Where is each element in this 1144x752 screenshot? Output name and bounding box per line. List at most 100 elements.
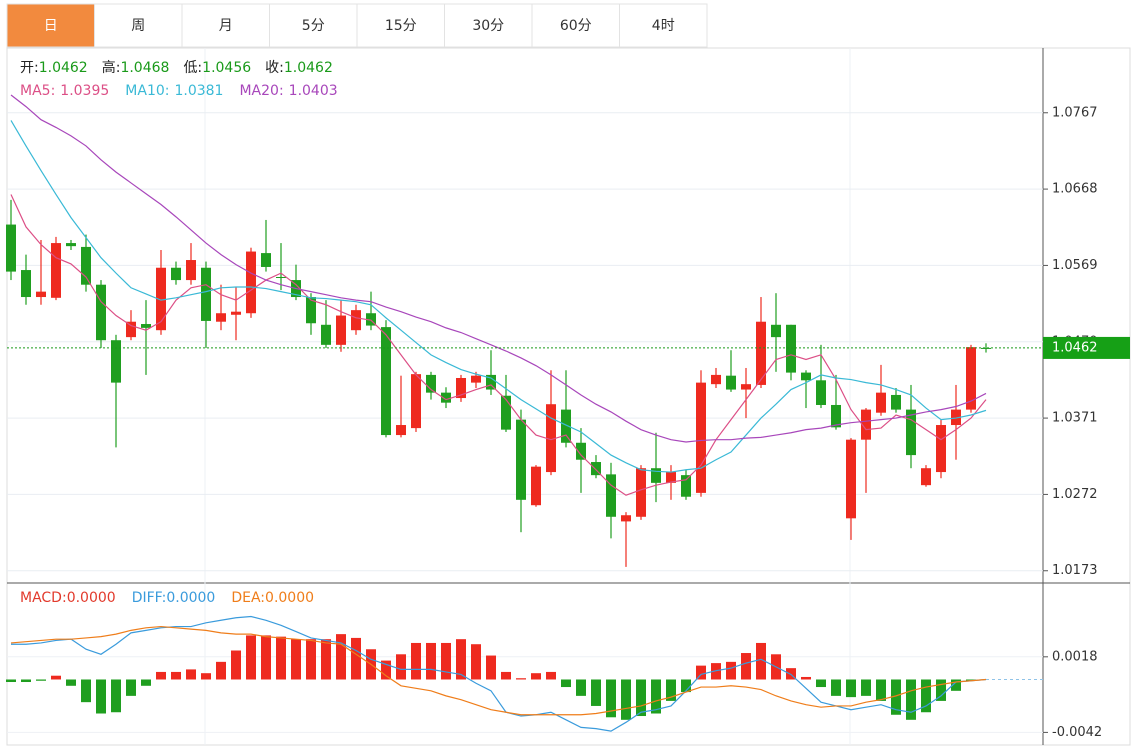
readout: 0.0000 [166, 590, 215, 606]
macd-bar [231, 650, 241, 680]
last-price-label: 1.0462 [1052, 340, 1098, 355]
macd-bar [696, 665, 706, 680]
candle-body [876, 392, 886, 413]
macd-bar [576, 679, 586, 696]
candle-body [336, 315, 346, 345]
macd-bar [261, 635, 271, 680]
macd-bar [21, 679, 31, 683]
macd-bar [171, 671, 181, 680]
tab-label[interactable]: 4时 [652, 18, 675, 34]
macd-bar [276, 636, 286, 680]
ma-line [10, 194, 987, 496]
y-tick-label: 1.0371 [1052, 411, 1098, 426]
candle-body [411, 374, 421, 429]
candle-body [846, 439, 856, 519]
candle-body [816, 380, 826, 405]
macd-bar [936, 679, 946, 701]
candle-body [516, 419, 526, 500]
readout: MA20: [239, 83, 283, 99]
tab[interactable] [619, 3, 708, 48]
candle-body [681, 475, 691, 497]
macd-bar [726, 661, 736, 680]
candle-body [981, 347, 991, 349]
tab[interactable] [444, 3, 533, 48]
readout: 1.0468 [120, 60, 169, 76]
candle-body [906, 409, 916, 456]
tab[interactable] [269, 3, 358, 48]
candle-body [261, 253, 271, 267]
tab[interactable] [6, 3, 95, 48]
tab[interactable] [356, 3, 445, 48]
readout: 开: [20, 60, 39, 76]
candle-body [96, 284, 106, 341]
macd-bar [546, 671, 556, 680]
candle-body [321, 324, 331, 345]
tab-label[interactable]: 5分 [302, 18, 325, 34]
candle-body [351, 310, 361, 331]
candle-body [561, 409, 571, 443]
candle-body [471, 375, 481, 383]
candle-body [231, 311, 241, 315]
candle-body [621, 515, 631, 522]
readout: MA5: [20, 83, 55, 99]
macd-bar [891, 679, 901, 715]
macd-bar [126, 679, 136, 696]
tab-label[interactable]: 周 [131, 18, 145, 34]
readout: 1.0456 [202, 60, 251, 76]
candle-body [921, 468, 931, 486]
candle-body [6, 224, 16, 272]
ma-line [10, 120, 987, 473]
macd-bar [591, 679, 601, 706]
readout: 收: [265, 60, 284, 76]
candle-body [861, 409, 871, 440]
macd-bar [531, 673, 541, 680]
macd-bar [951, 679, 961, 691]
tab-label[interactable]: 15分 [385, 18, 417, 34]
tab-label[interactable]: 30分 [472, 18, 504, 34]
candle-body [786, 324, 796, 373]
candle-body [456, 377, 466, 399]
readout: 1.0462 [39, 60, 88, 76]
macd-bar [501, 671, 511, 680]
candle-body [21, 270, 31, 298]
readout: MACD: [20, 590, 67, 606]
readout: 低: [183, 60, 202, 76]
candle-body [531, 466, 541, 506]
candle-body [726, 375, 736, 390]
candle-body [171, 267, 181, 281]
macd-bar [81, 679, 91, 703]
tab-label[interactable]: 日 [44, 18, 58, 34]
macd-bar [201, 673, 211, 680]
candle-body [891, 394, 901, 410]
ma-line [10, 94, 987, 443]
candle-body [216, 313, 226, 322]
candle-body [636, 468, 646, 517]
candle-body [606, 474, 616, 517]
candle-body [741, 384, 751, 390]
candle-body [66, 243, 76, 247]
macd-bar [471, 644, 481, 680]
macd-bar [801, 676, 811, 680]
tab[interactable] [94, 3, 183, 48]
candle-body [756, 321, 766, 385]
macd-bar [711, 663, 721, 680]
tab-label[interactable]: 60分 [560, 18, 592, 34]
frame [6, 47, 1131, 746]
candle-body [576, 442, 586, 460]
candle-body [366, 313, 376, 326]
macd-bar [96, 679, 106, 714]
tab[interactable] [181, 3, 270, 48]
y-tick-label: 0.0018 [1052, 649, 1098, 664]
macd-bar [141, 679, 151, 686]
y-tick-label: 1.0668 [1052, 182, 1098, 197]
tab-label[interactable]: 月 [219, 18, 233, 34]
readout: 1.0462 [284, 60, 333, 76]
y-tick-label: 1.0173 [1052, 563, 1098, 578]
macd-bar [411, 642, 421, 680]
macd-bar [846, 679, 856, 698]
macd-bar [291, 639, 301, 680]
y-tick-label: -0.0042 [1052, 725, 1102, 740]
readout: DIFF: [132, 590, 167, 606]
macd-bar [156, 671, 166, 680]
